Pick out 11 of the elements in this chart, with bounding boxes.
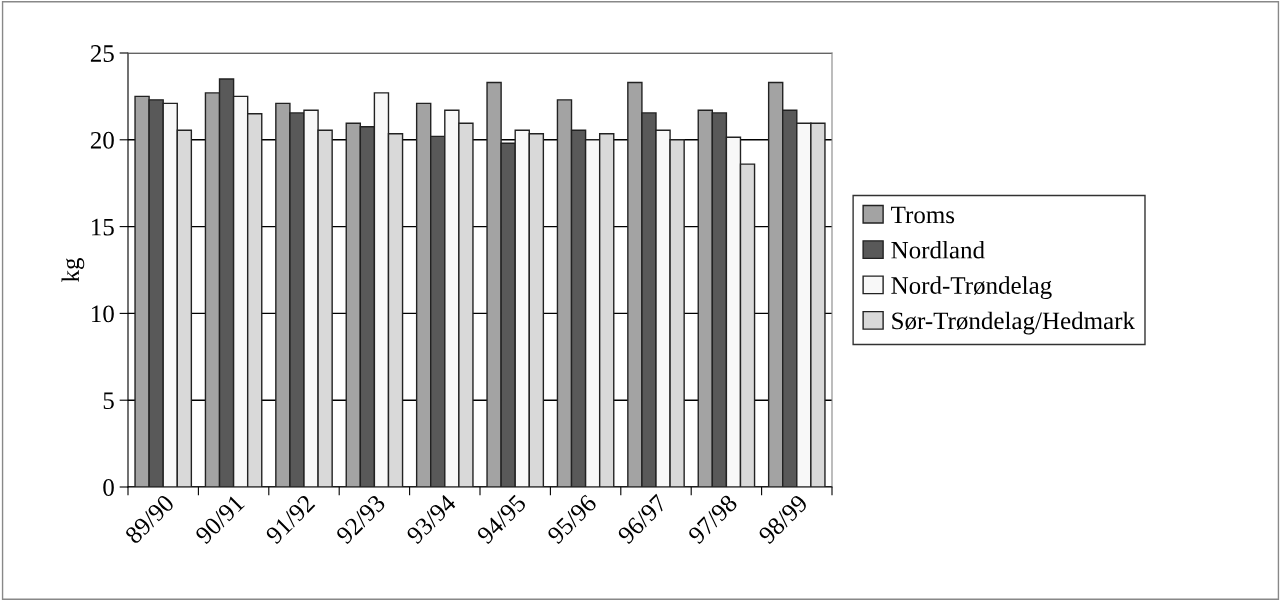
y-tick-label: 15	[92, 218, 114, 236]
y-tick-label: 5	[103, 392, 114, 410]
y-tick-label: 25	[90, 45, 114, 62]
legend-label: Nord-Trøndelag	[891, 276, 1052, 300]
y-tick-label: 0	[103, 479, 114, 496]
legend-label: Troms	[891, 206, 955, 224]
legend-label: Sør-Trøndelag/Hedmark	[892, 311, 1135, 335]
legend-label: Nordland	[891, 241, 985, 259]
y-tick-label: 10	[92, 305, 114, 323]
y-tick-label: 20	[90, 131, 114, 149]
y-axis-title: kg	[61, 257, 85, 283]
